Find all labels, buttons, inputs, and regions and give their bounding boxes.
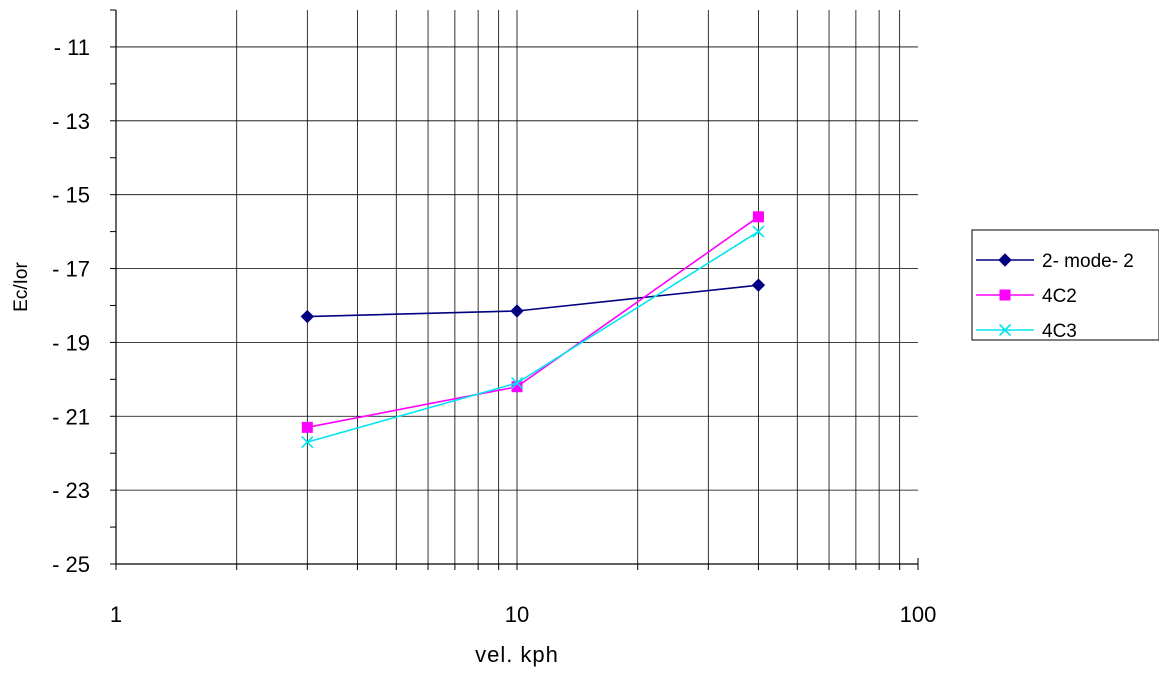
y-axis-title: Ec/Ior — [11, 262, 32, 312]
y-tick-label: - 11 — [54, 35, 90, 60]
data-point — [301, 421, 313, 433]
y-tick-label: - 25 — [52, 552, 90, 577]
data-point — [301, 436, 314, 449]
y-tick-label: - 17 — [52, 257, 90, 282]
data-point — [510, 304, 524, 318]
grid — [116, 10, 918, 564]
x-tick-label: 10 — [505, 602, 529, 627]
legend-swatch-marker — [998, 323, 1012, 337]
series-2-mode-2 — [300, 278, 766, 324]
data-point-stroke — [301, 436, 314, 449]
legend-item: 4C3 — [976, 321, 1077, 342]
data-point — [752, 225, 765, 238]
y-tick-label: - 21 — [52, 404, 90, 429]
y-tick-label: - 13 — [52, 109, 90, 134]
x-axis-title: vel. kph — [475, 642, 559, 667]
legend-label: 2- mode- 2 — [1042, 251, 1134, 272]
legend-swatch-marker — [999, 289, 1011, 301]
legend-box — [971, 229, 1159, 341]
legend-item: 2- mode- 2 — [976, 251, 1134, 272]
legend-swatch-marker — [998, 253, 1012, 267]
series-4c2 — [301, 211, 764, 433]
y-tick-label: - 15 — [52, 183, 90, 208]
legend-label: 4C3 — [1042, 321, 1077, 342]
data-point — [511, 381, 523, 393]
y-tick-label: - 19 — [52, 330, 90, 355]
data-point-stroke — [752, 225, 765, 238]
legend-label: 4C2 — [1042, 286, 1077, 307]
series-4c3 — [301, 225, 765, 449]
legend: 2- mode- 2 4C2 4C3 — [971, 229, 1159, 342]
data-point-stroke — [510, 376, 524, 390]
y-tick-label: - 23 — [52, 478, 90, 503]
legend-items: 2- mode- 2 4C2 4C3 — [976, 251, 1134, 342]
data-point — [751, 278, 766, 292]
x-tick-label: 1 — [110, 602, 122, 627]
data-point — [752, 211, 764, 223]
data-point — [300, 309, 315, 324]
x-tick-label: 100 — [900, 602, 937, 627]
tick-labels: - 11 - 13 - 15 - 17 - 19 - 21 - 23 - 25 1 10 100 — [52, 35, 936, 627]
data-point — [510, 376, 524, 390]
series-layer — [300, 211, 766, 449]
axes — [110, 9, 919, 570]
legend-swatch-marker-stroke — [998, 323, 1012, 337]
legend-item: 4C2 — [976, 286, 1077, 307]
